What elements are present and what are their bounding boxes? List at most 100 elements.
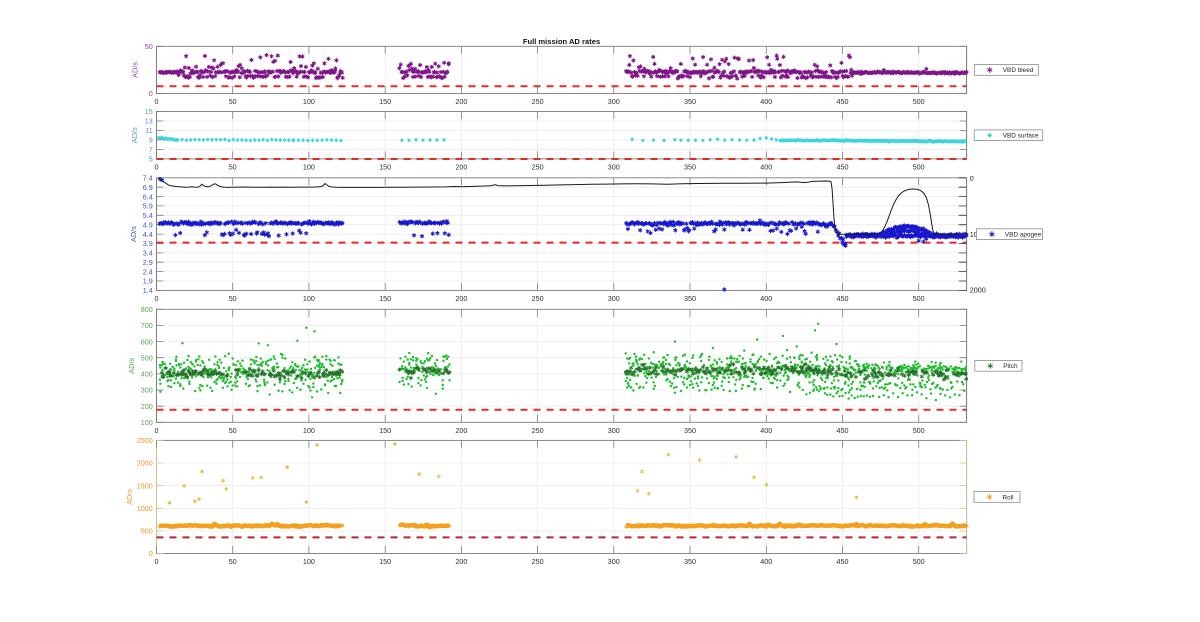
svg-text:200: 200 (455, 162, 467, 171)
svg-text:100: 100 (141, 418, 153, 427)
svg-text:200: 200 (455, 426, 467, 435)
svg-text:Roll: Roll (1003, 494, 1014, 501)
svg-text:450: 450 (837, 557, 849, 566)
svg-text:2.9: 2.9 (143, 258, 153, 267)
svg-text:150: 150 (379, 557, 391, 566)
svg-text:1000: 1000 (137, 504, 153, 513)
svg-text:0: 0 (155, 162, 159, 171)
svg-text:100: 100 (303, 426, 315, 435)
svg-text:250: 250 (532, 97, 544, 106)
svg-text:300: 300 (608, 557, 620, 566)
svg-text:150: 150 (379, 97, 391, 106)
svg-text:200: 200 (455, 557, 467, 566)
svg-text:400: 400 (760, 97, 772, 106)
svg-text:350: 350 (684, 97, 696, 106)
svg-text:300: 300 (608, 97, 620, 106)
svg-text:500: 500 (913, 97, 925, 106)
svg-text:200: 200 (455, 294, 467, 303)
svg-text:VBD bleed: VBD bleed (1003, 67, 1034, 74)
svg-text:AD/s: AD/s (129, 226, 138, 242)
svg-text:0: 0 (970, 174, 974, 183)
svg-text:2000: 2000 (970, 286, 986, 295)
svg-text:50: 50 (229, 162, 237, 171)
svg-text:AD/s: AD/s (125, 489, 134, 505)
svg-text:4.9: 4.9 (143, 220, 153, 229)
svg-text:500: 500 (913, 162, 925, 171)
svg-text:450: 450 (837, 162, 849, 171)
svg-text:350: 350 (684, 294, 696, 303)
svg-text:1500: 1500 (137, 481, 153, 490)
svg-text:600: 600 (141, 337, 153, 346)
svg-text:2000: 2000 (137, 459, 153, 468)
svg-text:250: 250 (532, 426, 544, 435)
svg-text:50: 50 (229, 294, 237, 303)
svg-text:250: 250 (532, 557, 544, 566)
svg-text:400: 400 (760, 294, 772, 303)
svg-text:400: 400 (141, 370, 153, 379)
svg-text:0: 0 (149, 549, 153, 558)
svg-text:1.9: 1.9 (143, 277, 153, 286)
svg-text:350: 350 (684, 557, 696, 566)
svg-text:50: 50 (229, 97, 237, 106)
svg-text:50: 50 (229, 557, 237, 566)
svg-text:700: 700 (141, 321, 153, 330)
svg-text:0: 0 (149, 89, 153, 98)
svg-text:1.4: 1.4 (143, 286, 153, 295)
svg-text:50: 50 (145, 42, 153, 51)
svg-text:5.4: 5.4 (143, 211, 153, 220)
svg-text:500: 500 (913, 426, 925, 435)
svg-text:Full mission AD rates: Full mission AD rates (523, 37, 600, 46)
svg-text:400: 400 (760, 162, 772, 171)
svg-text:400: 400 (760, 426, 772, 435)
svg-text:350: 350 (684, 426, 696, 435)
svg-text:50: 50 (229, 426, 237, 435)
svg-text:100: 100 (303, 97, 315, 106)
svg-text:250: 250 (532, 162, 544, 171)
svg-text:150: 150 (379, 162, 391, 171)
svg-text:AD/s: AD/s (131, 62, 140, 78)
svg-text:AD/s: AD/s (127, 357, 136, 373)
svg-text:300: 300 (608, 162, 620, 171)
svg-text:300: 300 (141, 386, 153, 395)
svg-text:500: 500 (913, 557, 925, 566)
svg-text:VBD apogee: VBD apogee (1005, 232, 1042, 239)
svg-text:300: 300 (608, 426, 620, 435)
svg-text:200: 200 (455, 97, 467, 106)
svg-text:7: 7 (149, 145, 153, 154)
svg-text:VBD surface: VBD surface (1003, 133, 1039, 140)
svg-text:3.9: 3.9 (143, 239, 153, 248)
svg-text:5: 5 (149, 155, 153, 164)
svg-text:150: 150 (379, 426, 391, 435)
svg-text:350: 350 (684, 162, 696, 171)
svg-text:2.4: 2.4 (143, 267, 153, 276)
svg-text:AD/s: AD/s (130, 127, 139, 143)
svg-text:500: 500 (141, 353, 153, 362)
svg-text:100: 100 (303, 162, 315, 171)
svg-text:150: 150 (379, 294, 391, 303)
svg-text:400: 400 (760, 557, 772, 566)
svg-text:100: 100 (303, 294, 315, 303)
svg-text:500: 500 (141, 527, 153, 536)
svg-text:800: 800 (141, 305, 153, 314)
svg-text:Pitch: Pitch (1003, 363, 1018, 370)
svg-text:3.4: 3.4 (143, 249, 153, 258)
svg-text:15: 15 (145, 107, 153, 116)
svg-text:0: 0 (155, 557, 159, 566)
svg-text:2500: 2500 (137, 436, 153, 445)
svg-text:450: 450 (837, 97, 849, 106)
svg-text:0: 0 (155, 426, 159, 435)
svg-text:4.4: 4.4 (143, 230, 153, 239)
svg-text:450: 450 (837, 426, 849, 435)
svg-text:6.4: 6.4 (143, 192, 153, 201)
svg-text:500: 500 (913, 294, 925, 303)
svg-text:100: 100 (303, 557, 315, 566)
svg-text:11: 11 (145, 126, 152, 135)
svg-text:5.9: 5.9 (143, 202, 153, 211)
svg-text:200: 200 (141, 402, 153, 411)
svg-text:13: 13 (145, 117, 153, 126)
svg-text:300: 300 (608, 294, 620, 303)
svg-text:450: 450 (837, 294, 849, 303)
svg-text:6.9: 6.9 (143, 183, 153, 192)
svg-text:7.4: 7.4 (143, 174, 153, 183)
svg-text:0: 0 (155, 294, 159, 303)
